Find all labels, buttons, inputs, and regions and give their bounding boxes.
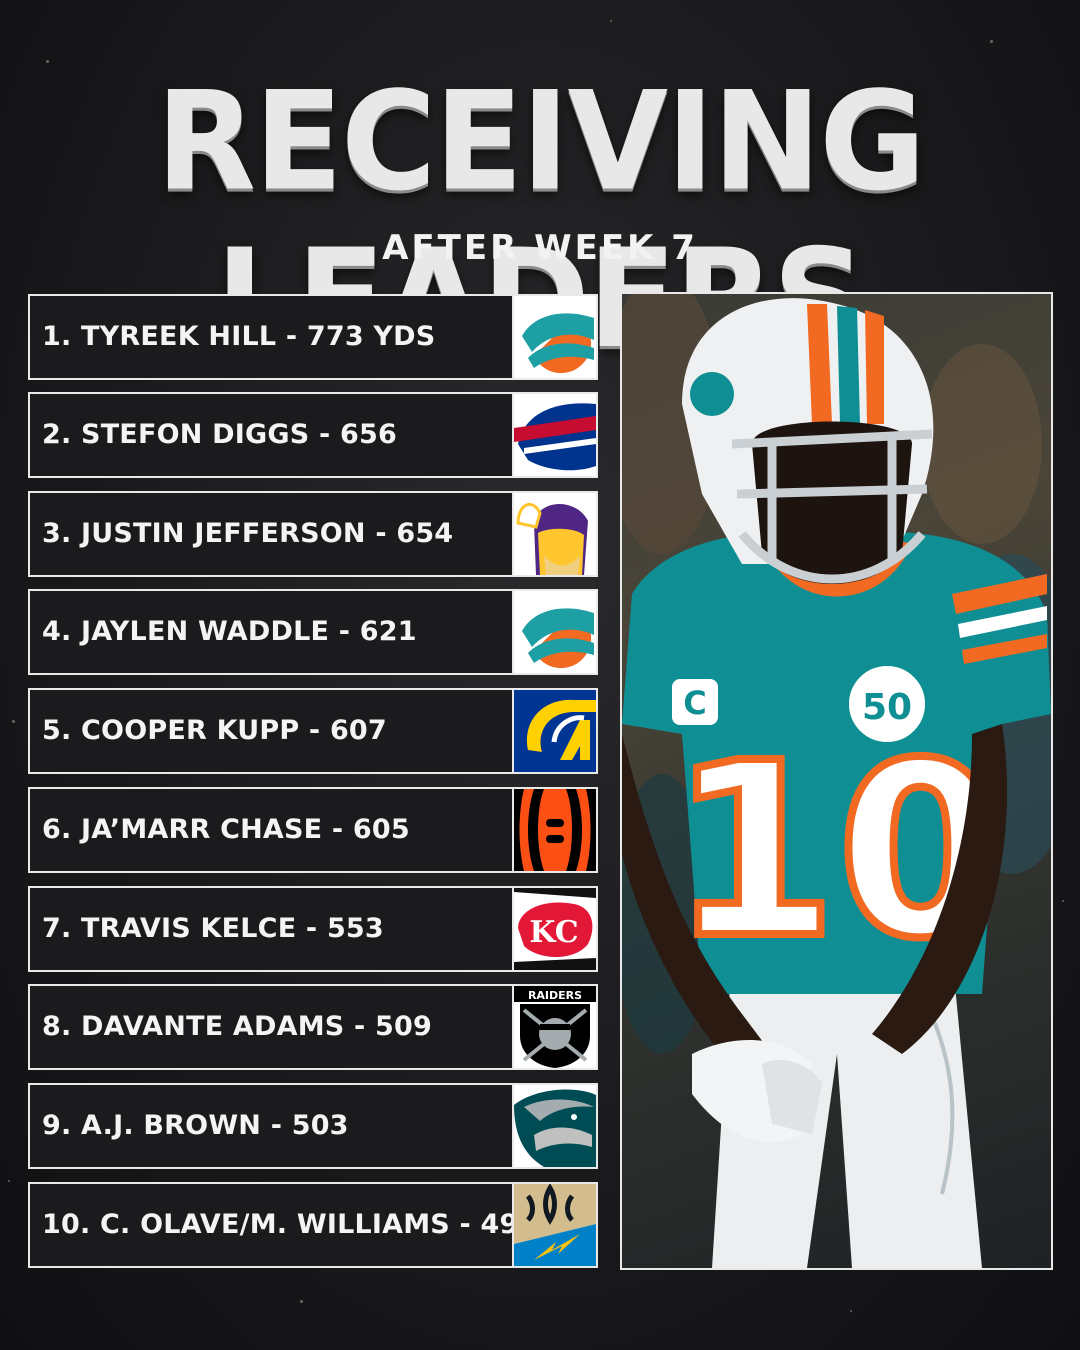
player-illustration: 10 C 50 xyxy=(622,294,1051,1268)
leader-row-8: 8. DAVANTE ADAMS - 509 RAIDERS xyxy=(28,984,598,1070)
svg-text:KC: KC xyxy=(529,915,578,950)
vikings-logo-icon xyxy=(512,493,596,575)
leader-text: 4. JAYLEN WADDLE - 621 xyxy=(42,616,417,647)
leader-row-4: 4. JAYLEN WADDLE - 621 xyxy=(28,589,598,675)
raiders-logo-icon: RAIDERS xyxy=(512,986,596,1068)
raiders-wordmark: RAIDERS xyxy=(528,989,582,1002)
captain-patch: C xyxy=(683,684,706,722)
dolphins-logo-icon xyxy=(512,591,596,673)
leader-row-9: 9. A.J. BROWN - 503 xyxy=(28,1083,598,1169)
rams-logo-icon xyxy=(512,690,596,772)
leader-text: 3. JUSTIN JEFFERSON - 654 xyxy=(42,518,454,549)
leader-text: 9. A.J. BROWN - 503 xyxy=(42,1110,349,1141)
anniversary-patch: 50 xyxy=(862,687,912,728)
player-photo: 10 C 50 xyxy=(620,292,1053,1270)
leader-row-3: 3. JUSTIN JEFFERSON - 654 xyxy=(28,491,598,577)
page-subtitle: AFTER WEEK 7 xyxy=(382,228,698,268)
leader-text: 10. C. OLAVE/M. WILLIAMS - 495 xyxy=(42,1209,538,1240)
dolphins-logo-icon xyxy=(512,296,596,378)
leader-text: 2. STEFON DIGGS - 656 xyxy=(42,419,397,450)
leader-row-7: 7. TRAVIS KELCE - 553 KC xyxy=(28,886,598,972)
bills-logo-icon xyxy=(512,394,596,476)
leader-text: 6. JA’MARR CHASE - 605 xyxy=(42,814,410,845)
chiefs-logo-icon: KC xyxy=(512,888,596,970)
bengals-logo-icon xyxy=(512,789,596,871)
leader-row-10: 10. C. OLAVE/M. WILLIAMS - 495 xyxy=(28,1182,598,1268)
leader-row-6: 6. JA’MARR CHASE - 605 xyxy=(28,787,598,873)
leader-text: 5. COOPER KUPP - 607 xyxy=(42,715,387,746)
leader-row-2: 2. STEFON DIGGS - 656 xyxy=(28,392,598,478)
leader-row-1: 1. TYREEK HILL - 773 YDS xyxy=(28,294,598,380)
leader-text: 7. TRAVIS KELCE - 553 xyxy=(42,913,384,944)
leader-row-5: 5. COOPER KUPP - 607 xyxy=(28,688,598,774)
eagles-logo-icon xyxy=(512,1085,596,1167)
leader-text: 8. DAVANTE ADAMS - 509 xyxy=(42,1011,433,1042)
saints-chargers-logo-icon xyxy=(512,1184,596,1266)
leader-text: 1. TYREEK HILL - 773 YDS xyxy=(42,321,436,352)
